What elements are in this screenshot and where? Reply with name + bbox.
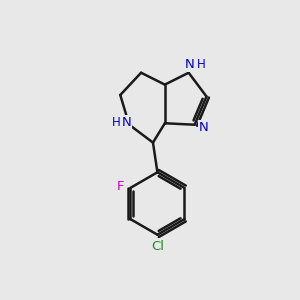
Text: N: N [185,58,195,71]
Text: N: N [199,121,209,134]
Text: N: N [121,116,131,129]
Text: H: H [197,58,206,71]
Text: Cl: Cl [151,239,164,253]
Text: H: H [111,116,120,129]
Text: F: F [116,180,124,193]
